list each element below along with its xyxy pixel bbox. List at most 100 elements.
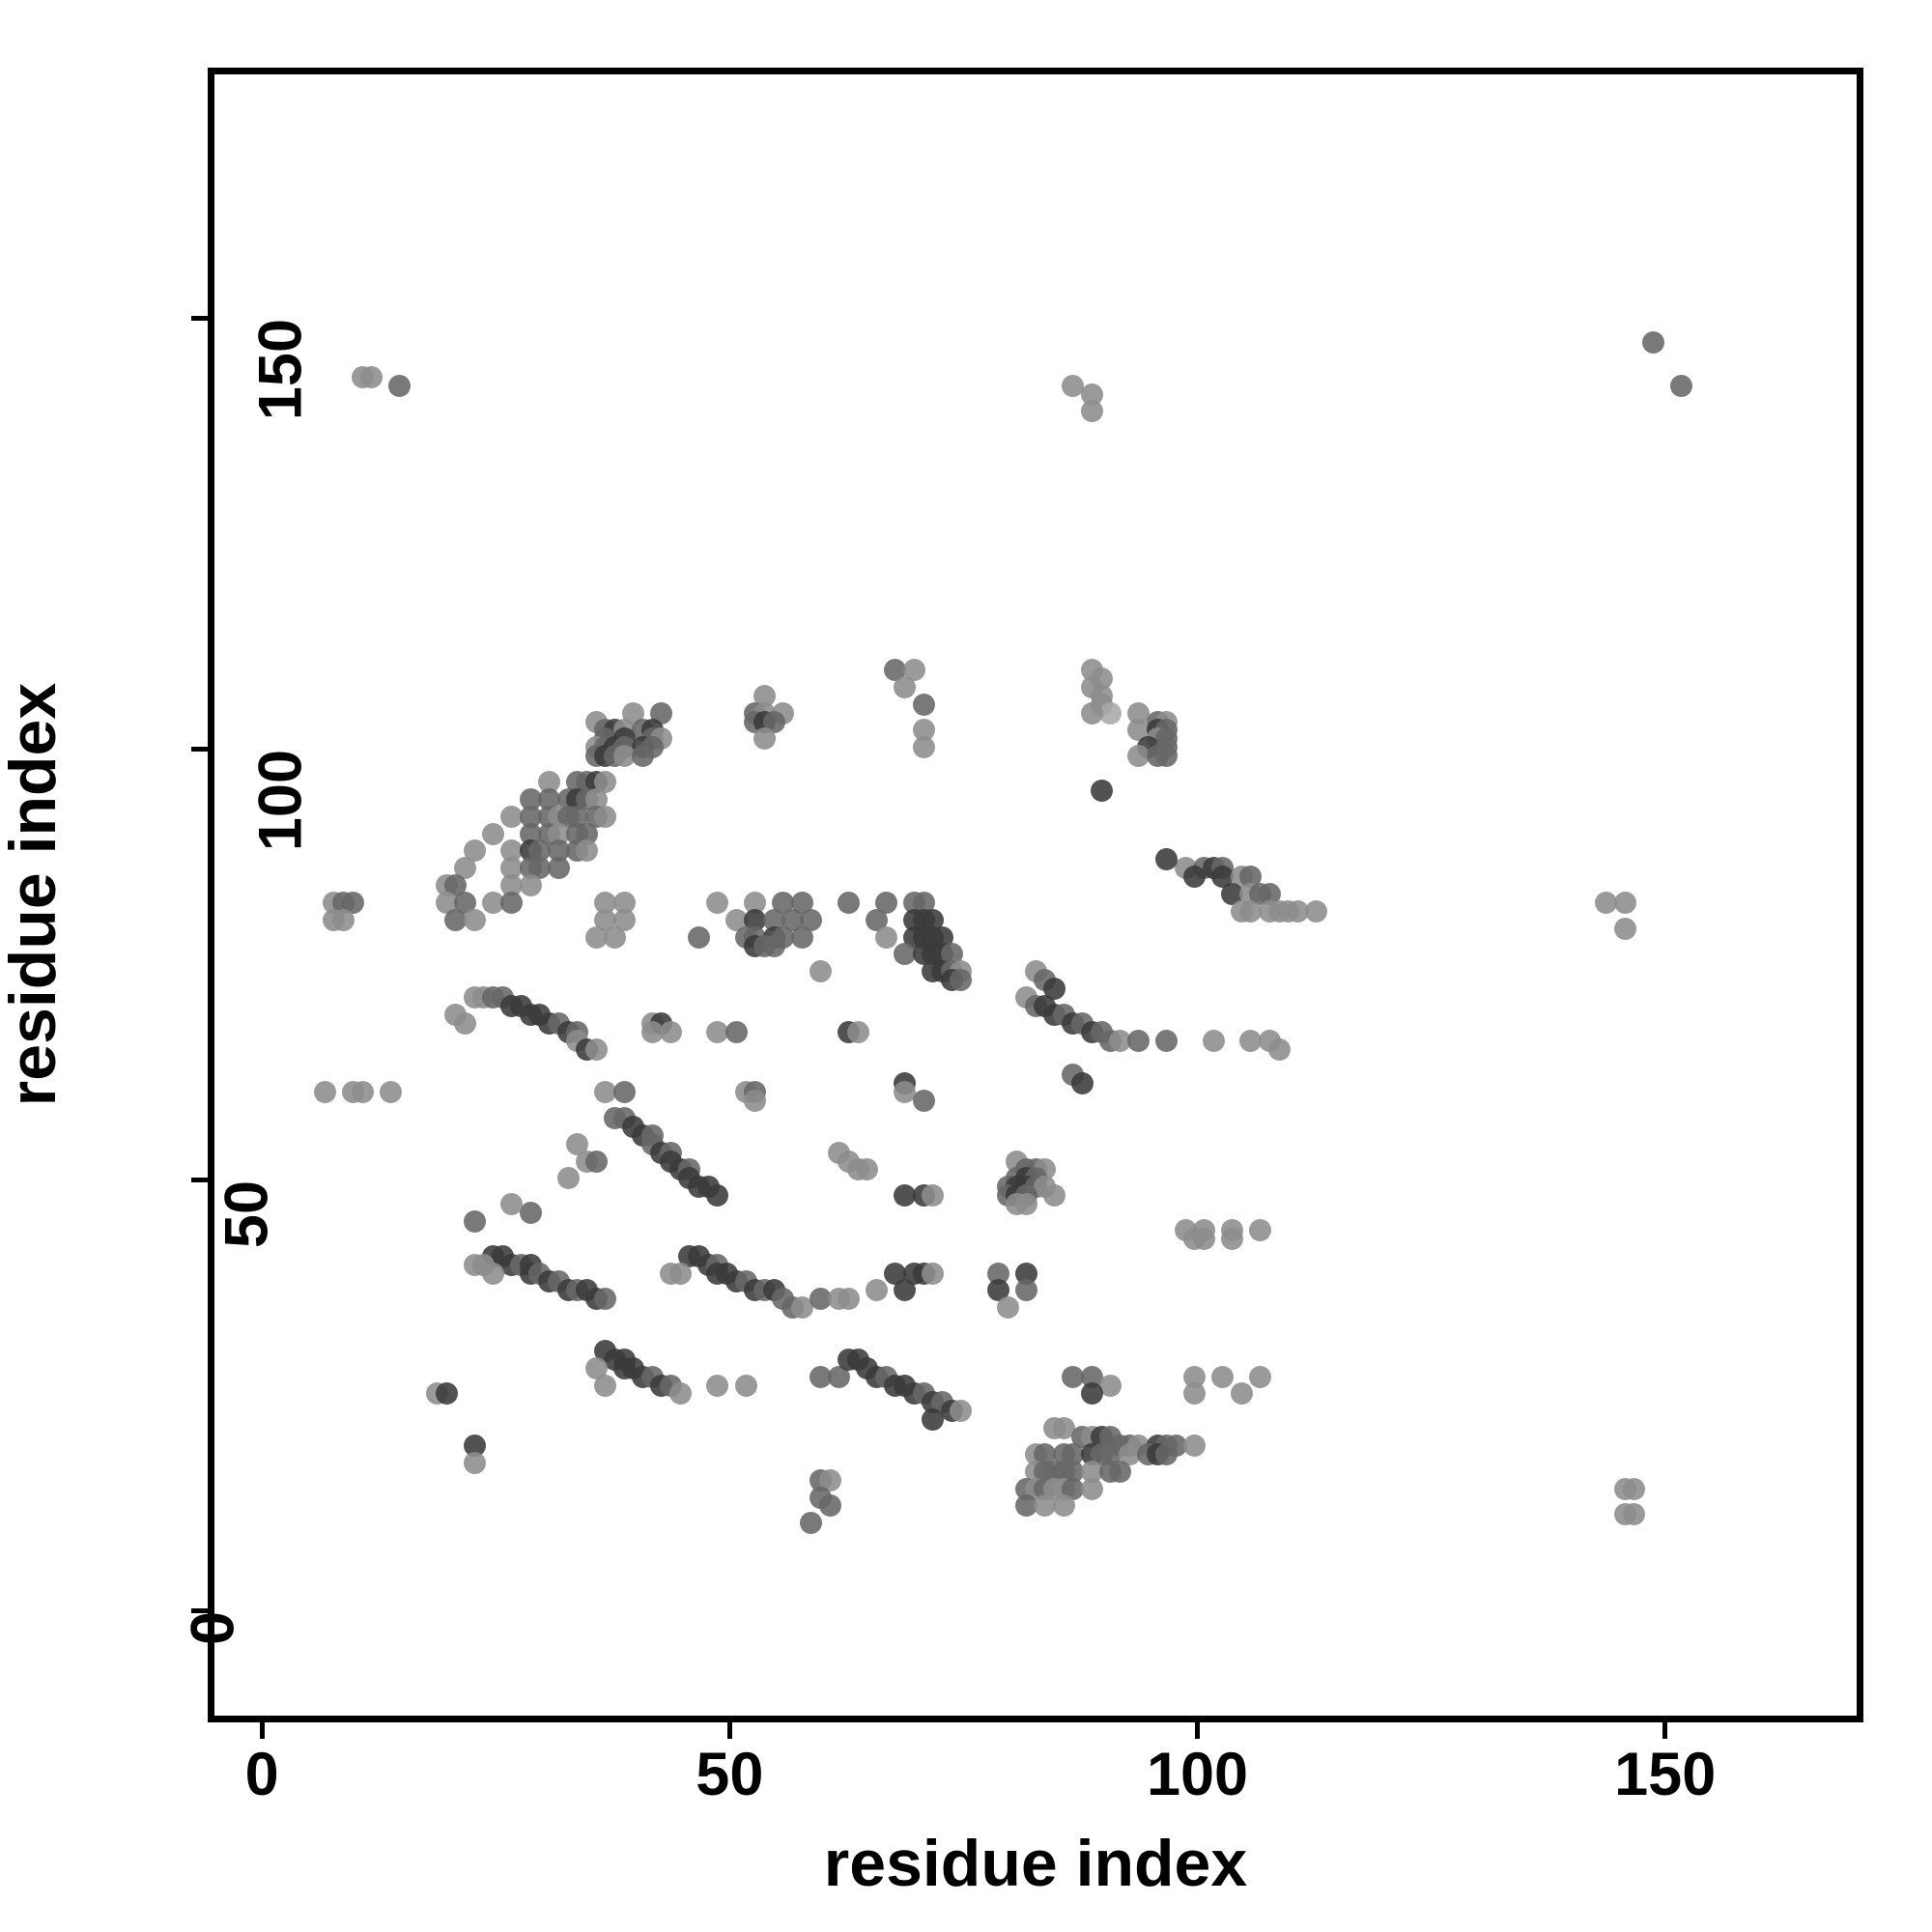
contact-point xyxy=(724,1020,748,1043)
contact-point xyxy=(594,805,617,828)
contact-point xyxy=(734,1374,757,1397)
contact-point xyxy=(500,857,524,880)
contact-point xyxy=(594,908,617,931)
contact-point xyxy=(950,1400,973,1423)
contact-point xyxy=(435,1382,458,1406)
contact-point xyxy=(1613,917,1636,940)
contact-point xyxy=(1239,1029,1263,1052)
contact-point xyxy=(1071,1072,1094,1095)
contact-point xyxy=(986,1262,1009,1285)
contact-point xyxy=(584,1037,608,1061)
contact-point xyxy=(482,1262,505,1285)
contact-point xyxy=(744,1090,767,1113)
contact-point xyxy=(519,822,542,845)
x-tick-label: 100 xyxy=(1146,1741,1249,1808)
contact-point xyxy=(1221,882,1244,905)
contact-point xyxy=(818,1468,841,1492)
contact-point xyxy=(706,891,729,914)
contact-point xyxy=(1080,1365,1103,1388)
contact-point xyxy=(1155,745,1179,768)
contact-point xyxy=(744,908,767,931)
contact-point xyxy=(612,891,636,914)
contact-point xyxy=(874,891,897,914)
contact-point xyxy=(313,1081,336,1104)
contact-point xyxy=(1183,1382,1207,1406)
contact-point xyxy=(500,1193,524,1216)
y-tick-mark xyxy=(191,316,208,322)
contact-point xyxy=(594,1081,617,1104)
contact-point xyxy=(1669,374,1692,397)
contact-point xyxy=(519,787,542,810)
contact-point xyxy=(1286,899,1309,923)
contact-point xyxy=(660,1020,683,1043)
contact-point xyxy=(584,1150,608,1173)
x-tick-label: 0 xyxy=(244,1741,279,1808)
x-tick-mark xyxy=(259,1722,265,1739)
contact-point xyxy=(790,925,813,949)
contact-point xyxy=(1034,1494,1057,1518)
contact-point xyxy=(482,891,505,914)
contact-point xyxy=(838,891,861,914)
contact-point xyxy=(1127,1029,1151,1052)
contact-point xyxy=(603,925,626,949)
contact-point xyxy=(1099,701,1122,724)
contact-point xyxy=(566,1132,589,1155)
contact-point xyxy=(1267,1037,1291,1061)
contact-point xyxy=(1623,1477,1646,1500)
contact-point xyxy=(528,839,552,863)
contact-point xyxy=(912,891,935,914)
contact-point xyxy=(1641,330,1664,354)
contact-point xyxy=(986,1279,1009,1302)
contact-point xyxy=(753,727,776,751)
y-tick-label: 150 xyxy=(246,318,315,420)
contact-point xyxy=(838,1288,861,1311)
contact-point xyxy=(724,908,748,931)
contact-point xyxy=(884,659,907,681)
contact-point xyxy=(519,874,542,897)
contact-point xyxy=(894,943,917,966)
contact-point xyxy=(706,1020,729,1043)
contact-point xyxy=(584,925,608,949)
contact-point xyxy=(454,857,477,880)
contact-point xyxy=(1239,866,1263,889)
y-tick-label: 50 xyxy=(213,1179,281,1248)
contact-point xyxy=(1043,1184,1066,1208)
contact-point xyxy=(640,1020,664,1043)
contact-point xyxy=(556,1167,580,1190)
contact-point xyxy=(810,960,832,983)
contact-point xyxy=(1211,866,1235,889)
y-tick-mark xyxy=(191,1178,208,1183)
y-axis-label: residue index xyxy=(0,682,70,1107)
contact-point xyxy=(1080,701,1103,724)
contact-point xyxy=(388,374,412,397)
contact-point xyxy=(744,891,767,914)
contact-point xyxy=(856,1158,879,1181)
contact-point xyxy=(463,1210,486,1233)
x-tick-mark xyxy=(726,1722,732,1739)
contact-point xyxy=(1062,1442,1085,1465)
contact-point xyxy=(1015,1279,1038,1302)
contact-point xyxy=(894,1184,917,1208)
contact-point xyxy=(1127,719,1151,742)
contact-point xyxy=(790,1296,813,1320)
scatter-points-layer xyxy=(214,74,1857,1716)
contact-point xyxy=(519,1202,542,1225)
contact-point xyxy=(528,857,552,880)
contact-point xyxy=(922,1184,945,1208)
contact-point xyxy=(668,1382,692,1406)
contact-point xyxy=(594,1288,617,1311)
contact-point xyxy=(444,908,468,931)
contact-point xyxy=(1015,1262,1038,1285)
y-tick-label: 100 xyxy=(246,749,315,851)
contact-point xyxy=(594,1374,617,1397)
contact-point xyxy=(341,891,364,914)
contact-point xyxy=(519,805,542,828)
contact-point xyxy=(922,1262,945,1285)
contact-point xyxy=(828,1365,851,1388)
x-tick-label: 50 xyxy=(696,1741,764,1808)
contact-point xyxy=(846,1020,869,1043)
contact-point xyxy=(1249,1365,1272,1388)
contact-point xyxy=(584,1356,608,1379)
contact-point xyxy=(950,969,973,992)
contact-point xyxy=(1623,1503,1646,1526)
